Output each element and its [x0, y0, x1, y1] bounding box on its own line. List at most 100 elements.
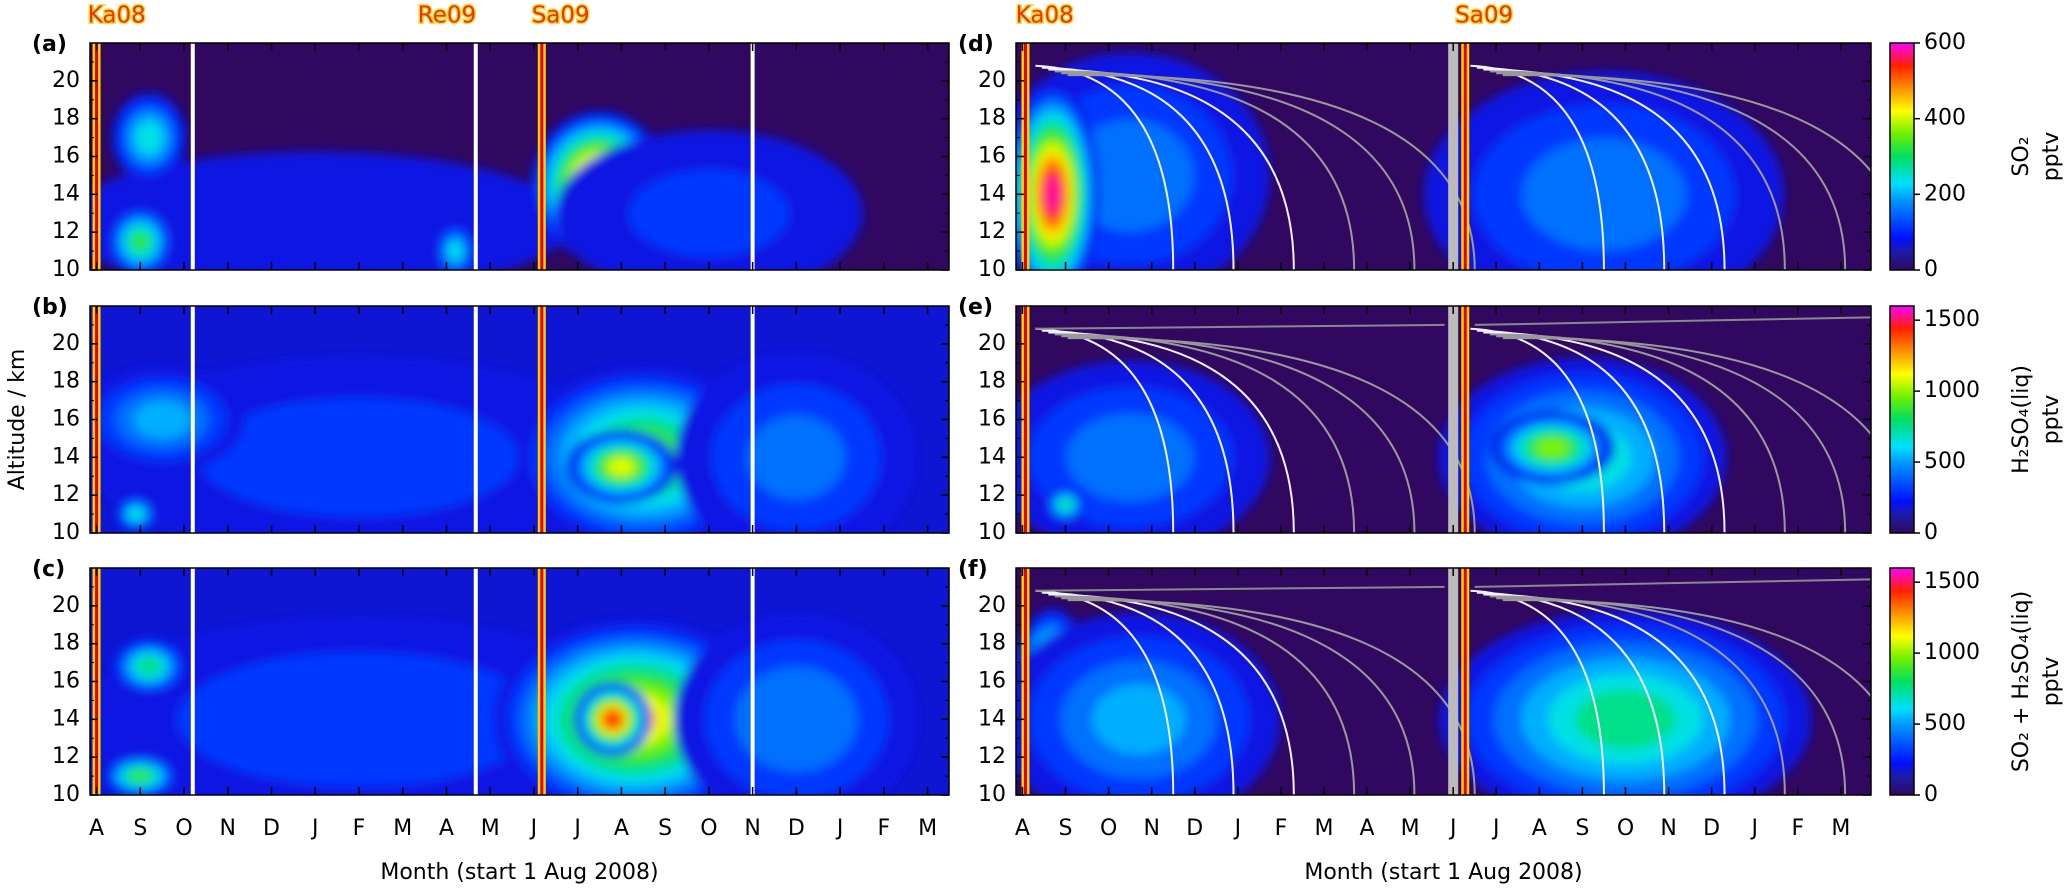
y-tick-label: 20 — [52, 593, 80, 618]
contour-level — [735, 666, 858, 773]
x-tick-label: A — [89, 816, 104, 841]
contour-level — [133, 400, 192, 439]
y-tick-label: 14 — [978, 706, 1006, 731]
y-tick-label: 20 — [978, 593, 1006, 618]
gap-bar — [1448, 43, 1459, 270]
field-soft — [90, 352, 918, 533]
y-tick-label: 18 — [52, 631, 80, 656]
colorbar-label: pptv — [2039, 132, 2064, 182]
x-tick-label: J — [1448, 816, 1457, 841]
contour-level — [1066, 413, 1195, 502]
x-tick-label: M — [393, 816, 412, 841]
y-tick-label: 16 — [52, 407, 80, 432]
x-tick-label: M — [1831, 816, 1850, 841]
y-axis-title: Altitude / km — [5, 349, 30, 491]
y-tick-label: 12 — [52, 744, 80, 769]
colorbar-label: pptv — [2039, 395, 2064, 445]
x-tick-label: D — [1186, 816, 1203, 841]
colorbar-tick-label: 1500 — [1924, 307, 1980, 332]
colorbar-tick-label: 200 — [1924, 181, 1966, 206]
eruption-line — [1463, 306, 1467, 533]
colorbar — [1889, 42, 1915, 271]
x-tick-label: A — [614, 816, 629, 841]
y-tick-label: 10 — [52, 520, 80, 545]
x-tick-label: M — [918, 816, 937, 841]
field-soft — [1016, 607, 1812, 795]
y-tick-label: 14 — [52, 181, 80, 206]
colorbar-tick-label: 500 — [1924, 449, 1966, 474]
contour-level — [176, 651, 542, 787]
contour-level — [198, 397, 520, 517]
contour-level — [747, 414, 846, 500]
colorbar-tick-label: 0 — [1924, 520, 1938, 545]
eruption-line — [1023, 306, 1027, 533]
x-tick-label: O — [175, 816, 192, 841]
y-tick-label: 12 — [978, 219, 1006, 244]
eruption-line — [1463, 568, 1467, 795]
x-tick-label: N — [1660, 816, 1676, 841]
x-tick-label: F — [878, 816, 891, 841]
x-tick-label: J — [572, 816, 581, 841]
gap-bar — [1448, 306, 1459, 533]
x-axis-title: Month (start 1 Aug 2008) — [380, 860, 658, 885]
eruption-line — [1023, 568, 1027, 795]
field — [1016, 568, 1871, 795]
y-tick-label: 14 — [52, 706, 80, 731]
panel-label: (b) — [32, 295, 68, 320]
panel-label: (c) — [32, 557, 65, 582]
marker-line — [190, 568, 195, 795]
x-tick-label: D — [1703, 816, 1720, 841]
y-tick-label: 20 — [52, 68, 80, 93]
x-tick-label: M — [1314, 816, 1333, 841]
y-tick-label: 12 — [978, 744, 1006, 769]
y-tick-label: 12 — [52, 219, 80, 244]
y-tick-label: 16 — [52, 144, 80, 169]
panel-label: (d) — [958, 32, 994, 57]
contour-level — [136, 122, 162, 153]
marker-line — [473, 43, 478, 270]
x-tick-label: M — [481, 816, 500, 841]
x-tick-label: A — [1015, 816, 1030, 841]
y-tick-label: 14 — [52, 444, 80, 469]
contour-line — [1035, 578, 1871, 592]
x-tick-label: M — [1401, 816, 1420, 841]
event-label: Ka08 — [1016, 3, 1074, 29]
colorbar-tick-label: 0 — [1924, 257, 1938, 282]
contour-line — [1502, 74, 1871, 173]
y-tick-label: 18 — [52, 369, 80, 394]
contour-level — [133, 233, 148, 250]
field-soft — [1016, 52, 1784, 270]
field — [90, 568, 949, 795]
x-tick-label: N — [220, 816, 236, 841]
x-tick-label: J — [1749, 816, 1758, 841]
x-tick-label: D — [788, 816, 805, 841]
eruption-line — [1023, 43, 1027, 270]
field-soft — [90, 613, 919, 795]
eruption-line — [1463, 43, 1467, 270]
y-tick-label: 10 — [52, 257, 80, 282]
field — [90, 43, 949, 270]
colorbar-label: H₂SO₄(liq) — [2009, 365, 2034, 474]
event-label: Re09 — [418, 3, 476, 29]
y-tick-label: 20 — [978, 68, 1006, 93]
contour-level — [1521, 138, 1687, 251]
marker-line — [473, 568, 478, 795]
y-tick-label: 20 — [52, 331, 80, 356]
x-tick-label: J — [529, 816, 538, 841]
contour-level — [1044, 175, 1061, 214]
field — [1016, 43, 1871, 270]
x-tick-label: F — [353, 816, 366, 841]
event-label: Sa09 — [1455, 3, 1513, 29]
x-tick-label: F — [1791, 816, 1804, 841]
y-tick-label: 16 — [978, 669, 1006, 694]
contour-level — [137, 657, 161, 676]
x-tick-label: D — [263, 816, 280, 841]
y-tick-label: 10 — [978, 520, 1006, 545]
contour-line — [1035, 316, 1871, 330]
event-label: Ka08 — [88, 3, 146, 29]
contour-level — [1536, 438, 1569, 458]
y-tick-label: 10 — [978, 782, 1006, 807]
x-tick-label: A — [1360, 816, 1375, 841]
x-tick-label: O — [1617, 816, 1634, 841]
y-tick-label: 14 — [978, 444, 1006, 469]
